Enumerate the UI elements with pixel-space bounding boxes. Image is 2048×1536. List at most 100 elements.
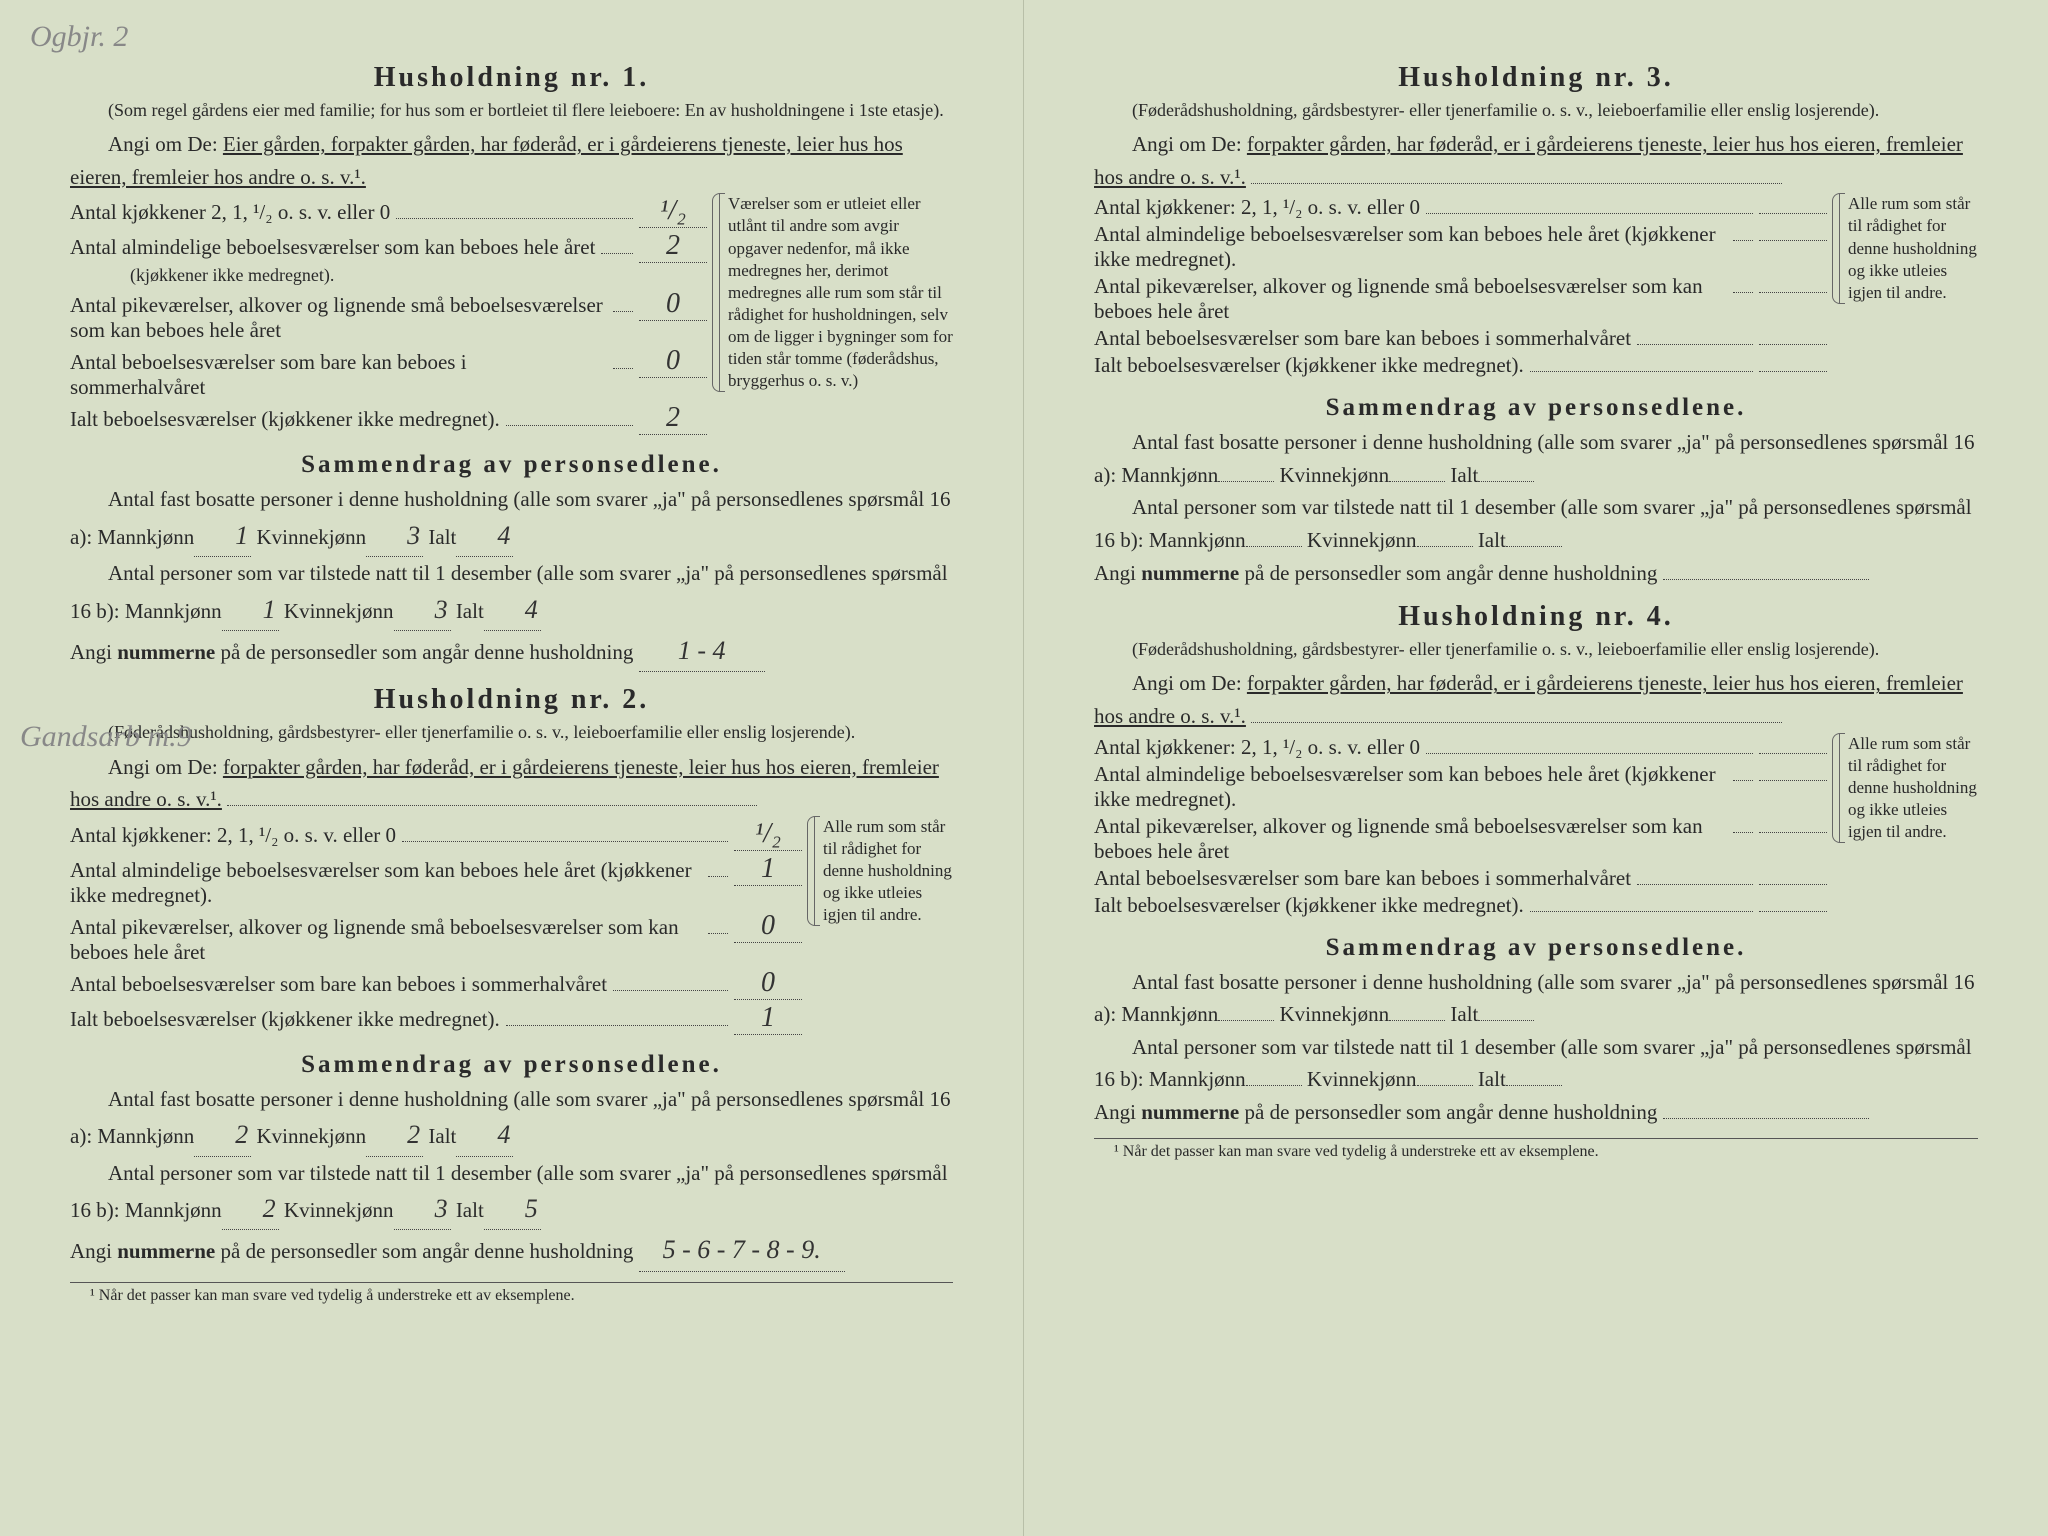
m: Mannkjønn	[97, 1124, 194, 1148]
h3-s2: Antal personer som var tilstede natt til…	[1094, 491, 1978, 556]
kvinne-lbl2: Kvinnekjønn	[284, 599, 394, 623]
h4-angi: Angi om De: forpakter gården, har føderå…	[1094, 667, 1978, 732]
h1-a-mann: 1	[194, 516, 251, 557]
h1-sammen-title: Sammendrag av personsedlene.	[70, 451, 953, 479]
h3-sm-v	[1759, 344, 1827, 345]
h2-al-l: Antal almindelige beboelsesværelser som …	[70, 858, 702, 908]
h2-al-v: 1	[734, 853, 802, 886]
h1-sommer-row: Antal beboelsesværelser som bare kan beb…	[70, 345, 707, 400]
h4-label-col: Antal kjøkkener: 2, 1, ¹/₂ o. s. v. elle…	[1094, 733, 1827, 920]
h1-rows-wrap: Antal kjøkkener 2, 1, ¹/₂ o. s. v. eller…	[70, 193, 953, 437]
h3-title: Husholdning nr. 3.	[1094, 62, 1978, 94]
h3-rows-wrap: Antal kjøkkener: 2, 1, ¹/₂ o. s. v. elle…	[1094, 193, 1978, 380]
h2-sidenote: Alle rum som står til rådighet for denne…	[814, 816, 953, 926]
h1-b-mann: 1	[222, 590, 279, 631]
h3-sm-l: Antal beboelsesværelser som bare kan beb…	[1094, 326, 1631, 351]
h1-nummer-val: 1 - 4	[639, 631, 765, 672]
h1-ialt-row: Ialt beboelsesværelser (kjøkkener ikke m…	[70, 402, 707, 435]
h4-b-i	[1506, 1085, 1562, 1086]
h1-angi-prefix: Angi om De:	[108, 132, 218, 156]
h1-sommer-value: 0	[639, 345, 707, 378]
h3-al-l: Antal almindelige beboelsesværelser som …	[1094, 222, 1727, 272]
h3-sammen-title: Sammendrag av personsedlene.	[1094, 394, 1978, 422]
h4-a-i	[1478, 1020, 1534, 1021]
h4-s1: Antal fast bosatte personer i denne hush…	[1094, 966, 1978, 1031]
h2-kj-v: ¹/₂	[734, 818, 802, 851]
left-page: Ogbjr. 2 Husholdning nr. 1. (Som regel g…	[0, 0, 1024, 1536]
h4-a-k	[1389, 1020, 1445, 1021]
h2-sammen-2: Antal personer som var tilstede natt til…	[70, 1157, 953, 1231]
h1-kjokkener-row: Antal kjøkkener 2, 1, ¹/₂ o. s. v. eller…	[70, 195, 707, 228]
h4s1t: Antal fast bosatte personer i denne hush…	[1094, 970, 1975, 1027]
h4-b-k	[1417, 1085, 1473, 1086]
h3-b-k	[1417, 546, 1473, 547]
ialt-lbl: Ialt	[428, 525, 456, 549]
h4-ap: Angi om De:	[1132, 671, 1242, 695]
h2-angi: Angi om De: forpakter gården, har føderå…	[70, 751, 953, 816]
h4-pk-l: Antal pikeværelser, alkover og lignende …	[1094, 814, 1727, 864]
h3-nummer-val	[1663, 579, 1869, 580]
h1-almin-label: Antal almindelige beboelsesværelser som …	[70, 235, 595, 260]
h2-b-k: 3	[394, 1189, 451, 1230]
h2-b-i: 5	[484, 1189, 541, 1230]
h1-sammen-2: Antal personer som var tilstede natt til…	[70, 557, 953, 631]
h3-al-v	[1759, 240, 1827, 241]
h3-b-m	[1246, 546, 1302, 547]
k3b: Kvinnekjønn	[1307, 528, 1417, 552]
h4-sammen-title: Sammendrag av personsedlene.	[1094, 934, 1978, 962]
h4-pk-v	[1759, 832, 1827, 833]
h1-nummer: Angi nummerne på de personsedler som ang…	[70, 631, 953, 672]
ialt-lbl2: Ialt	[456, 599, 484, 623]
h3-kj-v	[1759, 213, 1827, 214]
h1-pike-label: Antal pikeværelser, alkover og lignende …	[70, 293, 607, 343]
h2-a-k: 2	[366, 1115, 423, 1156]
h1-ialt-value: 2	[639, 402, 707, 435]
nb2: nummerne	[117, 1239, 215, 1263]
i4: Ialt	[1450, 1002, 1478, 1026]
h3-sidenote: Alle rum som står til rådighet for denne…	[1839, 193, 1978, 303]
k4: Kvinnekjønn	[1279, 1002, 1389, 1026]
h1-ialt-label: Ialt beboelsesværelser (kjøkkener ikke m…	[70, 407, 500, 432]
kvinne-lbl: Kvinnekjønn	[256, 525, 366, 549]
h4-sm-v	[1759, 884, 1827, 885]
i3b: Ialt	[1478, 528, 1506, 552]
h4-nummer-val	[1663, 1118, 1869, 1119]
h3-a-k	[1389, 481, 1445, 482]
h1-subtitle: (Som regel gårdens eier med familie; for…	[70, 98, 953, 122]
i4b: Ialt	[1478, 1067, 1506, 1091]
h2-ia-v: 1	[734, 1002, 802, 1035]
m3: Mannkjønn	[1121, 463, 1218, 487]
h2-nummer-val: 5 - 6 - 7 - 8 - 9.	[639, 1230, 845, 1271]
h3-b-i	[1506, 546, 1562, 547]
k3: Kvinnekjønn	[1279, 463, 1389, 487]
h3-nummer: Angi nummerne på de personsedler som ang…	[1094, 557, 1978, 590]
k: Kvinnekjønn	[256, 1124, 366, 1148]
h3-s1: Antal fast bosatte personer i denne hush…	[1094, 426, 1978, 491]
h1-kjokkener-label: Antal kjøkkener 2, 1, ¹/₂ o. s. v. eller…	[70, 200, 390, 225]
h3-pk-v	[1759, 292, 1827, 293]
h2-ia-l: Ialt beboelsesværelser (kjøkkener ikke m…	[70, 1007, 500, 1032]
h3-pk-l: Antal pikeværelser, alkover og lignende …	[1094, 274, 1727, 324]
h4-kj-l: Antal kjøkkener: 2, 1, ¹/₂ o. s. v. elle…	[1094, 735, 1420, 760]
h3-label-col: Antal kjøkkener: 2, 1, ¹/₂ o. s. v. elle…	[1094, 193, 1827, 380]
h4-ia-v	[1759, 911, 1827, 912]
nummerne: nummerne	[117, 640, 215, 664]
nb3: nummerne	[1141, 561, 1239, 585]
h1-pike-row: Antal pikeværelser, alkover og lignende …	[70, 288, 707, 343]
i: Ialt	[428, 1124, 456, 1148]
h4-kj-v	[1759, 753, 1827, 754]
m4: Mannkjønn	[1121, 1002, 1218, 1026]
handnote-top: Ogbjr. 2	[30, 20, 128, 54]
footnote-left: ¹ Når det passer kan man svare ved tydel…	[70, 1282, 953, 1305]
h1-a-ialt: 4	[456, 516, 513, 557]
k4b: Kvinnekjønn	[1307, 1067, 1417, 1091]
h2-pk-v: 0	[734, 910, 802, 943]
mann-lbl2: Mannkjønn	[125, 599, 222, 623]
h4-nummer: Angi nummerne på de personsedler som ang…	[1094, 1096, 1978, 1129]
h4-al-v	[1759, 780, 1827, 781]
h2-subtitle: (Føderådshusholdning, gårdsbestyrer- ell…	[70, 720, 953, 744]
h3-kj-l: Antal kjøkkener: 2, 1, ¹/₂ o. s. v. elle…	[1094, 195, 1420, 220]
nb4: nummerne	[1141, 1100, 1239, 1124]
h4-rows-wrap: Antal kjøkkener: 2, 1, ¹/₂ o. s. v. elle…	[1094, 733, 1978, 920]
h1-title: Husholdning nr. 1.	[70, 62, 953, 94]
